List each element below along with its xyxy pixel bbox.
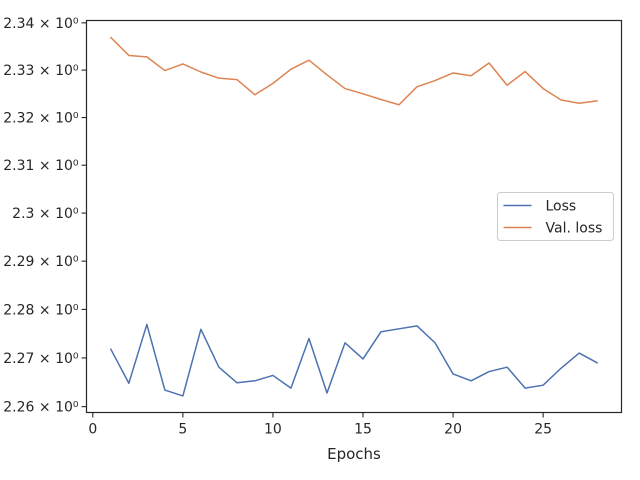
y-tick-label: 2.32 × 10⁰ — [3, 111, 79, 127]
y-tick-label: 2.34 × 10⁰ — [3, 16, 79, 32]
x-axis: 0 5 10 15 20 25 — [88, 412, 552, 438]
y-tick-label: 2.29 × 10⁰ — [3, 254, 79, 270]
legend-frame — [497, 192, 614, 241]
x-tick-label: 20 — [444, 422, 462, 438]
plot-area-frame — [85, 19, 623, 414]
y-tick-label: 2.27 × 10⁰ — [3, 351, 79, 367]
y-tick-label: 2.33 × 10⁰ — [3, 63, 79, 79]
y-tick-label: 2.31 × 10⁰ — [3, 158, 79, 174]
legend-label: Val. loss — [546, 221, 603, 237]
y-tick-label: 2.28 × 10⁰ — [3, 302, 79, 318]
y-axis: 2.26 × 10⁰ 2.27 × 10⁰ 2.28 × 10⁰ 2.29 × 10⁰… — [3, 16, 87, 416]
x-tick-label: 0 — [88, 422, 97, 438]
y-tick-label: 2.26 × 10⁰ — [3, 400, 79, 416]
x-tick-label: 15 — [354, 422, 372, 438]
x-tick-label: 10 — [264, 422, 282, 438]
series-line-val-loss — [110, 36, 598, 106]
legend-label: Loss — [546, 199, 577, 215]
plot-lines — [110, 36, 598, 397]
y-tick-label: 2.3 × 10⁰ — [12, 206, 79, 222]
x-tick-label: 25 — [534, 422, 552, 438]
series-line-loss — [110, 323, 598, 397]
x-tick-label: 5 — [178, 422, 187, 438]
x-axis-label: Epochs — [327, 445, 381, 463]
legend: Loss Val. loss — [497, 192, 614, 241]
